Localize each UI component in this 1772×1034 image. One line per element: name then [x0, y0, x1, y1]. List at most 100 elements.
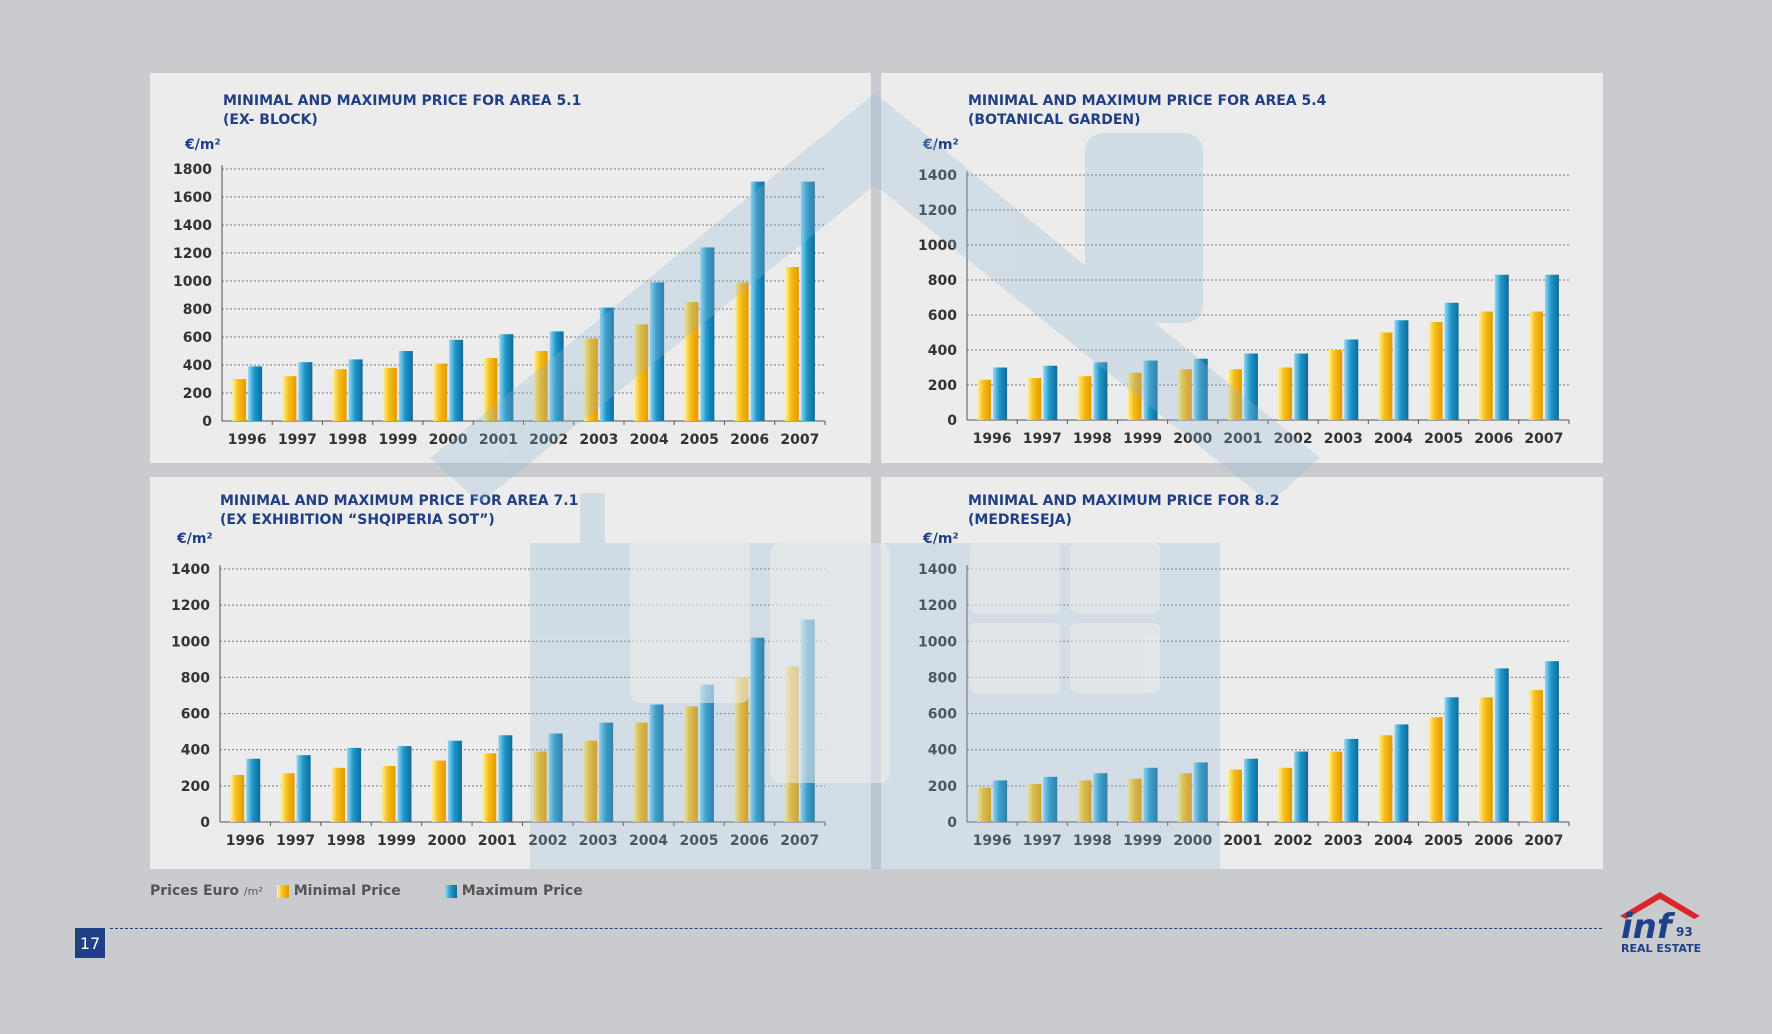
x-tick-label: 2002 — [1274, 833, 1313, 849]
x-tick-label: 2000 — [1173, 833, 1212, 849]
x-tick-label: 1998 — [328, 432, 367, 448]
chart-title: MINIMAL AND MAXIMUM PRICE FOR 8.2 — [968, 493, 1279, 509]
bar-maximum-1997 — [296, 755, 311, 822]
x-tick-label: 2002 — [528, 833, 567, 849]
chart-svg: MINIMAL AND MAXIMUM PRICE FOR 8.2 (MEDRES… — [918, 493, 1570, 849]
maximum-swatch — [444, 884, 457, 898]
bar-maximum-2002 — [1294, 751, 1309, 822]
y-tick-label: 1400 — [173, 218, 212, 234]
chart-subtitle: (MEDRESEJA) — [968, 512, 1072, 528]
x-tick-label: 2006 — [1474, 431, 1513, 447]
bar-maximum-2007 — [800, 619, 815, 822]
bar-minimal-2006 — [734, 677, 749, 822]
bar-maximum-1997 — [1043, 776, 1058, 822]
bar-minimal-1997 — [282, 376, 297, 421]
bar-maximum-2004 — [1394, 320, 1409, 420]
chart-panel-area-8-2: MINIMAL AND MAXIMUM PRICE FOR 8.2 (MEDRES… — [881, 477, 1603, 869]
bar-maximum-1998 — [1093, 362, 1108, 420]
bar-maximum-2001 — [1243, 353, 1258, 420]
bar-minimal-1998 — [1077, 376, 1092, 420]
bar-minimal-2005 — [684, 302, 699, 421]
bar-maximum-2004 — [650, 282, 665, 421]
x-tick-label: 1997 — [1023, 431, 1062, 447]
x-tick-label: 1999 — [1123, 833, 1162, 849]
bar-maximum-2003 — [1344, 738, 1359, 822]
y-tick-label: 0 — [202, 414, 212, 430]
bar-minimal-1996 — [977, 379, 992, 420]
bar-minimal-1997 — [280, 773, 295, 822]
bar-maximum-2004 — [1394, 724, 1409, 822]
y-tick-label: 600 — [928, 308, 957, 324]
bar-minimal-2002 — [533, 351, 548, 421]
bar-maximum-1996 — [248, 366, 263, 421]
bar-minimal-1999 — [381, 765, 396, 822]
y-tick-label: 1800 — [173, 162, 212, 178]
bar-minimal-2007 — [784, 267, 799, 421]
chart-subtitle: (EX EXHIBITION “SHQIPERIA SOT”) — [220, 512, 495, 528]
chart-panel-area-5-4: MINIMAL AND MAXIMUM PRICE FOR AREA 5.4 (B… — [881, 73, 1603, 463]
y-axis-unit: €/m² — [184, 137, 221, 153]
logo-subtitle: REAL ESTATE — [1621, 942, 1701, 955]
y-tick-label: 400 — [183, 358, 212, 374]
y-tick-label: 200 — [181, 779, 210, 795]
bar-minimal-2007 — [1528, 690, 1543, 822]
x-tick-label: 2005 — [1424, 833, 1463, 849]
bar-minimal-2003 — [1328, 350, 1343, 420]
bar-minimal-1998 — [332, 369, 347, 421]
y-tick-label: 600 — [181, 707, 210, 723]
y-tick-label: 200 — [928, 779, 957, 795]
x-tick-label: 2005 — [1424, 431, 1463, 447]
x-tick-label: 2002 — [529, 432, 568, 448]
bar-maximum-2005 — [1444, 697, 1459, 822]
bar-maximum-2001 — [499, 334, 514, 421]
bar-minimal-2006 — [1478, 697, 1493, 822]
bar-minimal-1999 — [1127, 778, 1142, 822]
y-tick-label: 800 — [181, 670, 210, 686]
bar-minimal-1997 — [1027, 378, 1042, 420]
y-tick-label: 600 — [183, 330, 212, 346]
bar-maximum-2007 — [1544, 661, 1559, 822]
x-tick-label: 2003 — [579, 833, 618, 849]
x-tick-label: 2001 — [478, 833, 517, 849]
bar-maximum-2003 — [1344, 339, 1359, 420]
bar-minimal-2001 — [482, 753, 497, 822]
bar-minimal-2000 — [1177, 773, 1192, 822]
logo-number: 93 — [1676, 925, 1693, 939]
chart-subtitle: (EX- BLOCK) — [223, 112, 318, 128]
bar-minimal-2004 — [634, 324, 649, 421]
bar-maximum-1996 — [993, 367, 1008, 420]
bar-maximum-1997 — [298, 362, 313, 421]
legend-item-maximum: Maximum Price — [444, 883, 583, 899]
y-tick-label: 0 — [947, 815, 957, 831]
y-tick-label: 0 — [947, 413, 957, 429]
bar-minimal-2002 — [1278, 767, 1293, 822]
bar-minimal-2003 — [583, 740, 598, 822]
y-tick-label: 800 — [928, 273, 957, 289]
bar-minimal-1996 — [230, 775, 245, 822]
y-tick-label: 1200 — [918, 598, 957, 614]
y-tick-label: 1000 — [171, 634, 210, 650]
bar-maximum-2006 — [750, 637, 765, 822]
charts-area: MINIMAL AND MAXIMUM PRICE FOR AREA 5.1 (E… — [150, 73, 1603, 869]
bar-maximum-2007 — [1544, 274, 1559, 420]
x-tick-label: 1997 — [276, 833, 315, 849]
bar-minimal-2001 — [1227, 369, 1242, 420]
x-tick-label: 1998 — [1073, 833, 1112, 849]
bar-maximum-1996 — [246, 758, 261, 822]
bar-minimal-2005 — [683, 706, 698, 822]
bar-minimal-1999 — [382, 367, 397, 421]
legend-maximum-label: Maximum Price — [461, 883, 583, 899]
bar-minimal-2005 — [1428, 322, 1443, 420]
x-tick-label: 2002 — [1274, 431, 1313, 447]
bar-minimal-2000 — [1177, 369, 1192, 420]
x-tick-label: 2001 — [1223, 431, 1262, 447]
x-tick-label: 1998 — [1073, 431, 1112, 447]
chart-panel-area-5-1: MINIMAL AND MAXIMUM PRICE FOR AREA 5.1 (E… — [150, 73, 871, 463]
chart-panel-area-7-1: MINIMAL AND MAXIMUM PRICE FOR AREA 7.1 (E… — [150, 477, 871, 869]
bar-minimal-2007 — [784, 666, 799, 822]
x-tick-label: 2007 — [780, 833, 819, 849]
y-tick-label: 1400 — [171, 562, 210, 578]
bar-maximum-2000 — [1193, 762, 1208, 822]
bar-maximum-1999 — [1143, 360, 1158, 420]
x-tick-label: 2003 — [1324, 833, 1363, 849]
